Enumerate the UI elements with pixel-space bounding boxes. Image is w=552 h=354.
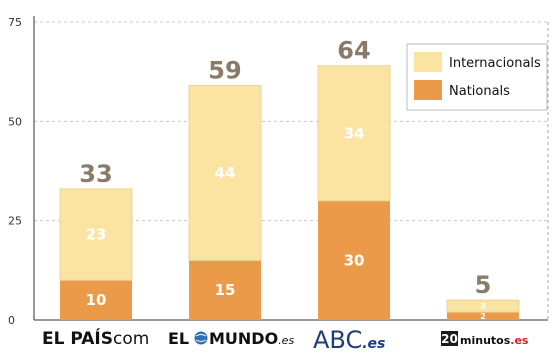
total-label: 5 [475,271,492,299]
legend-label-nationals: Nationals [449,84,510,99]
bar-internacionals-1 [188,85,262,261]
svg-text:minutos.es: minutos.es [460,334,529,347]
globe-icon-lines [195,334,207,342]
total-label: 33 [79,160,112,188]
elpais-suffix: com [113,329,149,349]
svg-text:ABC.es: ABC.es [313,326,385,354]
y-tick-label: 50 [8,115,22,128]
globe-icon [194,331,208,345]
segment-label: 2 [480,312,486,321]
bar-internacionals-3 [446,299,520,313]
segment-label: 23 [86,226,107,244]
segment-label: 15 [215,281,236,299]
elmundo-mid: MUNDO [209,329,278,348]
bar-nationals-3 [447,312,519,320]
total-label: 59 [208,57,241,85]
y-tick-label: 25 [8,215,22,228]
svg-text:EL PAÍScom: EL PAÍScom [42,327,149,349]
legend-swatch-internacionals [414,52,442,72]
abc-main: ABC [313,326,362,354]
elmundo-main: EL [168,329,189,348]
twenty-mid: minutos [460,334,511,347]
bar-nationals-1 [189,260,261,320]
twenty-suffix: .es [510,334,529,347]
category-label-20minutos: 20 minutos.es [441,331,529,347]
segment-label: 34 [344,124,365,142]
bar-internacionals-0 [59,188,133,281]
total-label: 64 [337,37,370,65]
svg-text:MUNDO.es: MUNDO.es [209,329,294,348]
legend: Internacionals Nationals [406,43,548,111]
category-logos: EL PAÍScom EL MUNDO.es ABC.es 20 minutos.es [42,326,529,354]
bars [59,65,520,320]
elmundo-suffix: .es [278,334,294,347]
y-tick-label: 75 [8,16,22,29]
category-label-elmundo: EL MUNDO.es [168,329,294,348]
legend-label-internacionals: Internacionals [449,56,541,71]
twenty-number: 20 [441,332,458,346]
bar-nationals-2 [318,200,390,320]
segment-label: 44 [215,164,236,182]
category-label-abc: ABC.es [313,326,385,354]
bar-nationals-0 [60,280,132,320]
segment-label: 3 [480,302,486,311]
y-tick-label: 0 [8,314,15,327]
category-label-elpais: EL PAÍScom [42,327,149,349]
segment-label: 30 [344,251,365,269]
bar-internacionals-2 [317,65,391,202]
twenty-badge [441,331,458,346]
elpais-main: EL PAÍS [42,327,113,349]
abc-suffix: .es [362,336,385,352]
legend-swatch-nationals [414,80,442,100]
segment-label: 10 [86,291,107,309]
